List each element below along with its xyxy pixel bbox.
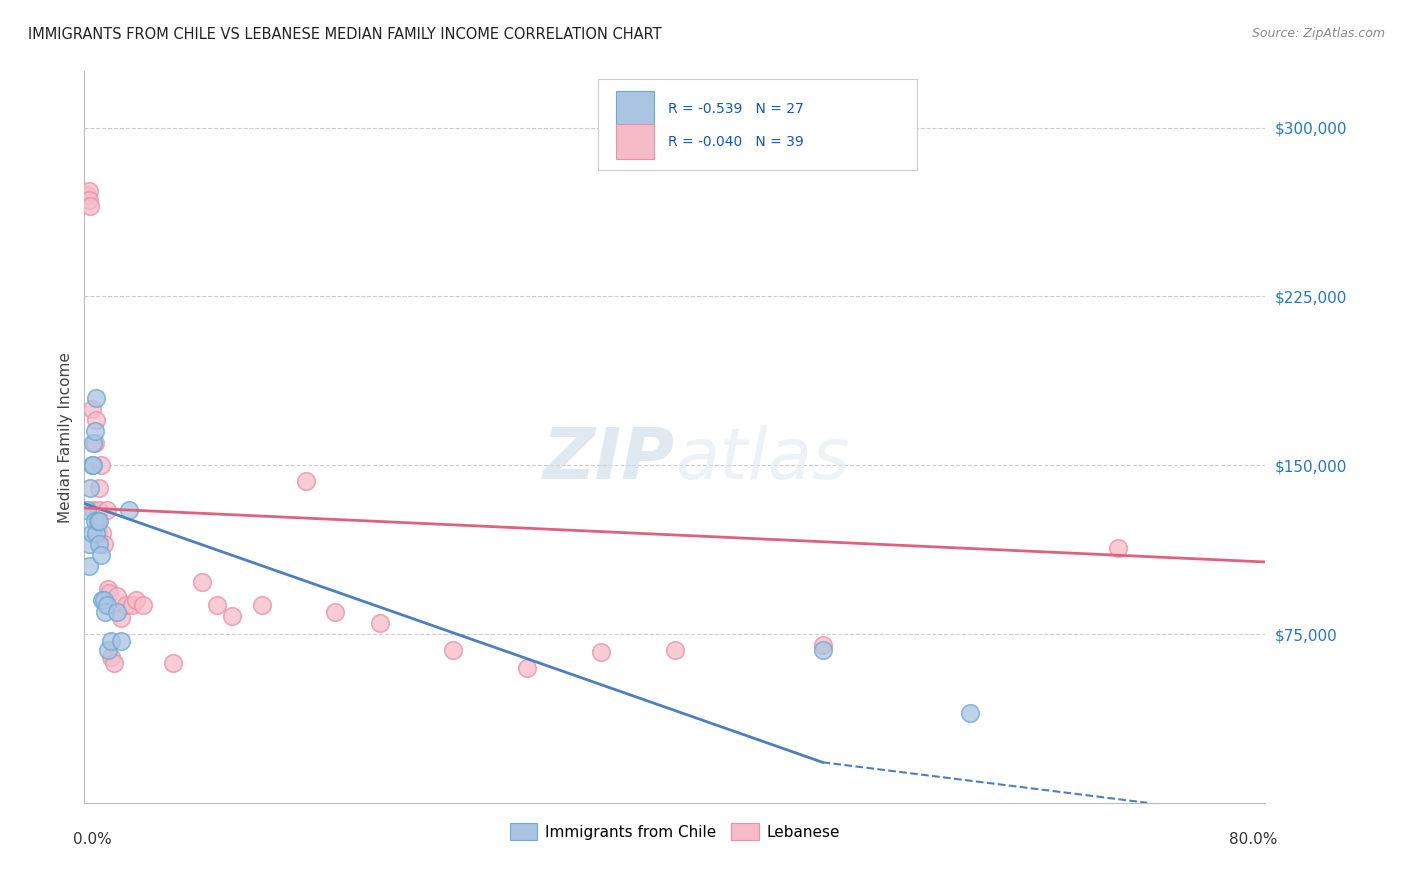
Point — [77, 537, 100, 551]
Point — [83, 515, 105, 529]
Point — [132, 598, 155, 612]
Point — [110, 611, 132, 625]
Point — [79, 199, 101, 213]
Point — [79, 481, 101, 495]
Point — [87, 515, 111, 529]
Point — [295, 474, 318, 488]
Point — [105, 589, 128, 603]
Point — [77, 193, 100, 207]
Point — [86, 525, 108, 540]
Point — [207, 598, 229, 612]
Point — [87, 537, 111, 551]
Point — [91, 525, 114, 540]
Point — [121, 598, 143, 612]
Point — [77, 559, 100, 574]
Point — [250, 598, 273, 612]
Point — [84, 525, 107, 540]
Point — [125, 593, 148, 607]
Point — [97, 582, 120, 596]
Point — [105, 605, 128, 619]
Point — [84, 391, 107, 405]
Bar — [616, 91, 654, 126]
Text: Source: ZipAtlas.com: Source: ZipAtlas.com — [1251, 27, 1385, 40]
Point — [591, 645, 613, 659]
Point — [100, 633, 122, 648]
Point — [103, 657, 125, 671]
Point — [110, 633, 132, 648]
Point — [443, 642, 465, 657]
Point — [325, 605, 347, 619]
Point — [162, 657, 184, 671]
Point — [516, 661, 538, 675]
Text: atlas: atlas — [675, 425, 849, 493]
Point — [98, 586, 121, 600]
Point — [368, 615, 391, 630]
Point — [811, 642, 834, 657]
Point — [80, 401, 103, 416]
Legend: Immigrants from Chile, Lebanese: Immigrants from Chile, Lebanese — [503, 816, 846, 847]
Point — [94, 605, 117, 619]
Point — [80, 458, 103, 473]
Point — [959, 706, 981, 720]
Point — [100, 649, 122, 664]
Point — [87, 503, 111, 517]
Point — [191, 575, 214, 590]
Text: 0.0%: 0.0% — [73, 832, 111, 847]
Bar — [616, 124, 654, 159]
Point — [811, 638, 834, 652]
Point — [93, 537, 115, 551]
Point — [83, 435, 105, 450]
Text: 80.0%: 80.0% — [1229, 832, 1277, 847]
Point — [80, 525, 103, 540]
Point — [83, 425, 105, 439]
Point — [96, 598, 118, 612]
Y-axis label: Median Family Income: Median Family Income — [58, 351, 73, 523]
Text: R = -0.539   N = 27: R = -0.539 N = 27 — [668, 102, 804, 116]
Point — [90, 458, 112, 473]
Point — [82, 458, 104, 473]
Point — [90, 548, 112, 562]
Point — [221, 609, 243, 624]
Point — [664, 642, 686, 657]
Text: IMMIGRANTS FROM CHILE VS LEBANESE MEDIAN FAMILY INCOME CORRELATION CHART: IMMIGRANTS FROM CHILE VS LEBANESE MEDIAN… — [28, 27, 662, 42]
Point — [1107, 541, 1129, 556]
Point — [93, 593, 115, 607]
Point — [77, 184, 100, 198]
Point — [91, 593, 114, 607]
Point — [96, 503, 118, 517]
Point — [82, 503, 104, 517]
Point — [114, 598, 136, 612]
Point — [84, 413, 107, 427]
Point — [87, 481, 111, 495]
Text: R = -0.040   N = 39: R = -0.040 N = 39 — [668, 135, 804, 149]
Text: ZIP: ZIP — [543, 425, 675, 493]
Point — [97, 642, 120, 657]
Point — [118, 503, 141, 517]
Point — [86, 515, 108, 529]
Point — [76, 188, 98, 202]
Point — [82, 435, 104, 450]
Bar — [598, 78, 917, 170]
Point — [76, 503, 98, 517]
